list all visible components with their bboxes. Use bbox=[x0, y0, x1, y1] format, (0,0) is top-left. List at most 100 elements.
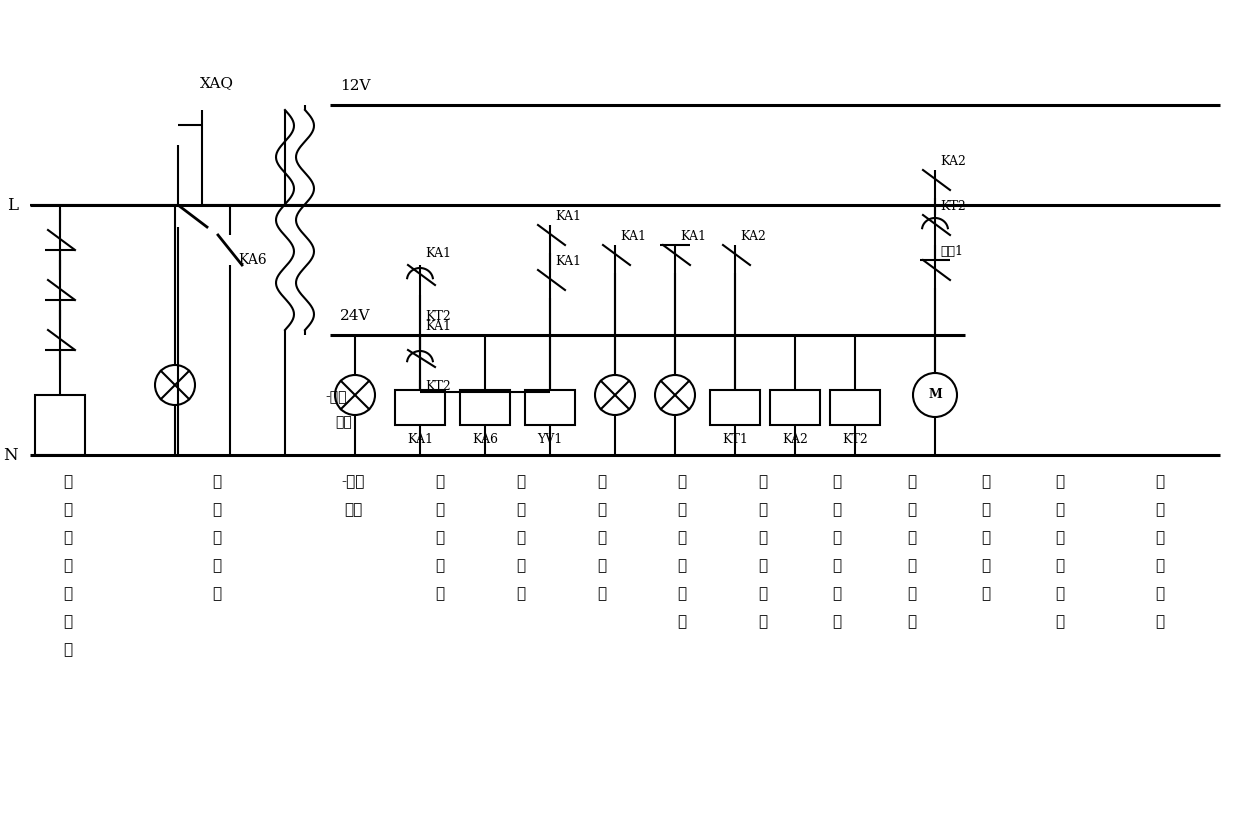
Text: 继: 继 bbox=[596, 475, 606, 489]
Text: -（负: -（负 bbox=[325, 390, 346, 404]
Text: 指: 指 bbox=[832, 559, 842, 573]
Text: 电: 电 bbox=[212, 503, 222, 517]
Text: KA1: KA1 bbox=[556, 255, 582, 268]
Text: N: N bbox=[4, 446, 19, 464]
Text: KT2: KT2 bbox=[842, 433, 868, 446]
Bar bbox=[525, 390, 575, 425]
Text: 继: 继 bbox=[516, 475, 526, 489]
Text: 器: 器 bbox=[981, 531, 991, 545]
Text: 12V: 12V bbox=[340, 79, 371, 93]
Text: KA1: KA1 bbox=[407, 433, 433, 446]
Text: 器: 器 bbox=[516, 531, 526, 545]
Text: 线: 线 bbox=[596, 559, 606, 573]
Text: 伸: 伸 bbox=[758, 531, 768, 545]
Text: 灯: 灯 bbox=[435, 587, 445, 601]
Text: 圈: 圈 bbox=[516, 587, 526, 601]
Bar bbox=[35, 395, 86, 455]
Text: 源: 源 bbox=[435, 503, 445, 517]
Text: 电: 电 bbox=[516, 503, 526, 517]
Text: KA2: KA2 bbox=[782, 433, 808, 446]
Text: 电: 电 bbox=[677, 559, 687, 573]
Text: 圈: 圈 bbox=[906, 615, 916, 629]
Bar bbox=[830, 390, 880, 425]
Text: 线: 线 bbox=[906, 587, 916, 601]
Text: 电: 电 bbox=[1055, 503, 1065, 517]
Text: 线: 线 bbox=[516, 559, 526, 573]
Text: 气: 气 bbox=[677, 475, 687, 489]
Text: 控: 控 bbox=[63, 559, 73, 573]
Text: 压: 压 bbox=[63, 503, 73, 517]
Text: 缩: 缩 bbox=[832, 531, 842, 545]
Text: 极）: 极） bbox=[335, 415, 352, 429]
Text: 示: 示 bbox=[758, 587, 768, 601]
Text: 线: 线 bbox=[1055, 587, 1065, 601]
Text: KA1: KA1 bbox=[425, 320, 451, 333]
Text: 限位1: 限位1 bbox=[940, 245, 963, 258]
Text: KT2: KT2 bbox=[425, 310, 451, 323]
Bar bbox=[770, 390, 820, 425]
Text: KA1: KA1 bbox=[680, 230, 706, 243]
Text: 电: 电 bbox=[435, 475, 445, 489]
Text: 示: 示 bbox=[435, 559, 445, 573]
Text: 时: 时 bbox=[1055, 559, 1065, 573]
Text: 圈: 圈 bbox=[981, 587, 991, 601]
Bar bbox=[396, 390, 445, 425]
Text: 示: 示 bbox=[832, 587, 842, 601]
Text: 电: 电 bbox=[1154, 531, 1164, 545]
Text: 缸: 缸 bbox=[677, 503, 687, 517]
Text: 磁: 磁 bbox=[677, 587, 687, 601]
Text: 热: 热 bbox=[63, 475, 73, 489]
Text: 缸: 缸 bbox=[832, 503, 842, 517]
Text: 转: 转 bbox=[1154, 615, 1164, 629]
Text: 断: 断 bbox=[212, 475, 222, 489]
Text: 机: 机 bbox=[1154, 559, 1164, 573]
Text: 极）: 极） bbox=[345, 503, 362, 517]
Text: 时: 时 bbox=[906, 559, 916, 573]
Text: 气: 气 bbox=[832, 475, 842, 489]
Text: 指: 指 bbox=[435, 531, 445, 545]
Text: KT2: KT2 bbox=[940, 200, 966, 213]
Text: 机: 机 bbox=[63, 531, 73, 545]
Text: 转: 转 bbox=[1154, 503, 1164, 517]
Text: 24V: 24V bbox=[340, 309, 371, 323]
Text: L: L bbox=[7, 196, 19, 214]
Text: 圈: 圈 bbox=[596, 587, 606, 601]
Text: KA1: KA1 bbox=[620, 230, 646, 243]
Bar bbox=[711, 390, 760, 425]
Text: 源: 源 bbox=[63, 643, 73, 657]
Text: KA6: KA6 bbox=[472, 433, 498, 446]
Text: 气: 气 bbox=[758, 475, 768, 489]
Text: XAQ: XAQ bbox=[200, 76, 234, 90]
Text: 继: 继 bbox=[981, 475, 991, 489]
Text: KT1: KT1 bbox=[722, 433, 748, 446]
Text: 电: 电 bbox=[63, 615, 73, 629]
Text: 灯: 灯 bbox=[212, 587, 222, 601]
Text: 制: 制 bbox=[63, 587, 73, 601]
Text: 器: 器 bbox=[596, 531, 606, 545]
Text: 延: 延 bbox=[906, 531, 916, 545]
Text: 延: 延 bbox=[1055, 531, 1065, 545]
Text: KA1: KA1 bbox=[425, 247, 451, 260]
Text: 通: 通 bbox=[906, 475, 916, 489]
Text: 伸: 伸 bbox=[677, 531, 687, 545]
Text: 缸: 缸 bbox=[758, 503, 768, 517]
Text: M: M bbox=[928, 389, 942, 402]
Text: YV1: YV1 bbox=[537, 433, 563, 446]
Text: 灯: 灯 bbox=[832, 615, 842, 629]
Text: 阀: 阀 bbox=[677, 615, 687, 629]
Text: KA6: KA6 bbox=[238, 253, 267, 267]
Text: 示: 示 bbox=[212, 559, 222, 573]
Text: KA2: KA2 bbox=[740, 230, 766, 243]
Text: 电: 电 bbox=[596, 503, 606, 517]
Bar bbox=[460, 390, 510, 425]
Text: KT2: KT2 bbox=[425, 380, 451, 393]
Text: 正: 正 bbox=[1154, 587, 1164, 601]
Text: -（负: -（负 bbox=[342, 475, 365, 489]
Text: 电: 电 bbox=[906, 503, 916, 517]
Text: 圈: 圈 bbox=[1055, 615, 1065, 629]
Text: 通: 通 bbox=[1055, 475, 1065, 489]
Text: 指: 指 bbox=[212, 531, 222, 545]
Text: KA1: KA1 bbox=[556, 210, 582, 223]
Text: 线: 线 bbox=[981, 559, 991, 573]
Text: 指: 指 bbox=[758, 559, 768, 573]
